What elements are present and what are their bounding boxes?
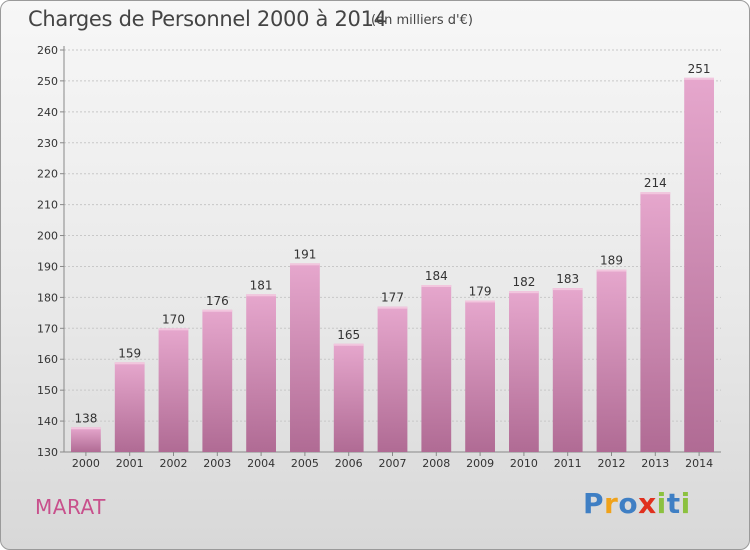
x-tick-label: 2011 bbox=[554, 457, 582, 470]
x-tick-label: 2002 bbox=[160, 457, 188, 470]
chart-subtitle: (en milliers d'€) bbox=[371, 13, 473, 28]
bar-highlight bbox=[596, 269, 627, 272]
town-name: MARAT bbox=[35, 495, 106, 519]
y-tick-label: 210 bbox=[37, 199, 58, 212]
data-label: 176 bbox=[206, 294, 229, 308]
x-tick-label: 2000 bbox=[72, 457, 100, 470]
bar-highlight bbox=[333, 343, 364, 346]
x-tick-label: 2003 bbox=[203, 457, 231, 470]
proxiti-logo[interactable]: Proxiti bbox=[583, 487, 691, 520]
bar-highlight bbox=[421, 285, 452, 288]
bar-2010 bbox=[509, 291, 539, 452]
data-label: 165 bbox=[337, 328, 360, 342]
bar-2009 bbox=[465, 300, 495, 452]
bar-2006 bbox=[333, 343, 364, 452]
x-tick-label: 2008 bbox=[422, 457, 450, 470]
data-label: 159 bbox=[118, 346, 141, 360]
bar-2014 bbox=[684, 77, 714, 452]
data-label: 181 bbox=[250, 278, 273, 292]
x-tick-label: 2013 bbox=[641, 457, 669, 470]
y-tick-label: 170 bbox=[37, 322, 58, 335]
x-tick-label: 2012 bbox=[598, 457, 626, 470]
bar-highlight bbox=[640, 192, 671, 195]
bar-2008 bbox=[421, 285, 452, 452]
x-tick-label: 2014 bbox=[685, 457, 713, 470]
x-tick-label: 2005 bbox=[291, 457, 319, 470]
bar-2002 bbox=[158, 328, 189, 452]
bar-2003 bbox=[202, 309, 233, 452]
bar-highlight bbox=[202, 309, 233, 312]
bar-highlight bbox=[114, 362, 145, 365]
y-tick-label: 160 bbox=[37, 353, 58, 366]
y-tick-label: 240 bbox=[37, 106, 58, 119]
data-label: 179 bbox=[469, 284, 492, 298]
data-label: 182 bbox=[512, 275, 535, 289]
y-tick-label: 140 bbox=[37, 415, 58, 428]
bar-2013 bbox=[640, 192, 671, 452]
x-tick-label: 2004 bbox=[247, 457, 275, 470]
data-label: 138 bbox=[74, 411, 97, 425]
data-label: 191 bbox=[293, 247, 316, 261]
bar-2012 bbox=[596, 269, 627, 452]
data-label: 214 bbox=[644, 176, 667, 190]
x-tick-label: 2010 bbox=[510, 457, 538, 470]
y-tick-label: 260 bbox=[37, 44, 58, 57]
bar-highlight bbox=[377, 306, 408, 309]
data-label: 177 bbox=[381, 291, 404, 305]
x-tick-label: 2009 bbox=[466, 457, 494, 470]
y-tick-label: 150 bbox=[37, 384, 58, 397]
y-tick-label: 250 bbox=[37, 75, 58, 88]
data-label: 170 bbox=[162, 312, 185, 326]
bar-highlight bbox=[552, 288, 583, 291]
bar-2001 bbox=[114, 362, 145, 452]
y-tick-label: 130 bbox=[37, 446, 58, 459]
data-label: 189 bbox=[600, 254, 623, 268]
bar-2011 bbox=[552, 288, 583, 452]
y-tick-label: 230 bbox=[37, 137, 58, 150]
y-tick-label: 200 bbox=[37, 230, 58, 243]
x-tick-label: 2001 bbox=[116, 457, 144, 470]
bar-highlight bbox=[158, 328, 189, 331]
data-label: 183 bbox=[556, 272, 579, 286]
bar-2000 bbox=[71, 427, 101, 452]
bar-highlight bbox=[509, 291, 539, 294]
chart-title: Charges de Personnel 2000 à 2014 bbox=[28, 7, 387, 31]
x-tick-label: 2007 bbox=[379, 457, 407, 470]
bar-highlight bbox=[465, 300, 495, 303]
y-tick-label: 190 bbox=[37, 260, 58, 273]
bar-highlight bbox=[290, 263, 320, 266]
y-tick-label: 220 bbox=[37, 168, 58, 181]
bar-2005 bbox=[290, 263, 320, 452]
y-tick-label: 180 bbox=[37, 291, 58, 304]
data-label: 251 bbox=[688, 62, 711, 76]
x-tick-label: 2006 bbox=[335, 457, 363, 470]
bar-2007 bbox=[377, 306, 408, 452]
data-label: 184 bbox=[425, 269, 448, 283]
bar-highlight bbox=[246, 294, 276, 297]
bar-highlight bbox=[684, 77, 714, 80]
bar-2004 bbox=[246, 294, 276, 452]
bar-highlight bbox=[71, 427, 101, 430]
